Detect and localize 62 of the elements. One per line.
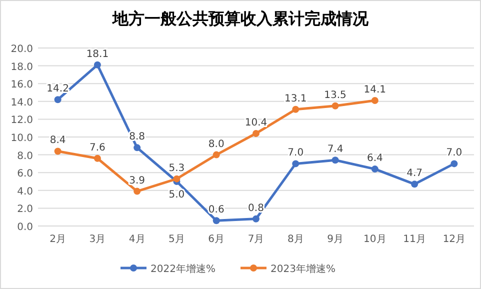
x-tick-label: 3月: [89, 234, 106, 245]
data-label: 18.1: [86, 48, 109, 60]
y-tick-label: 20.0: [10, 44, 33, 55]
y-tick-label: 14.0: [10, 97, 33, 108]
point: [94, 61, 101, 68]
data-label: 8.4: [50, 135, 66, 146]
data-label: 7.6: [90, 142, 106, 154]
y-tick-label: 12.0: [10, 115, 33, 126]
x-tick-label: 8月: [287, 234, 304, 245]
point: [134, 188, 141, 195]
chart-title: 地方一般公共预算收入累计完成情况: [112, 9, 370, 28]
data-label: 4.7: [406, 168, 422, 180]
point: [54, 96, 62, 104]
x-tick-label: 5月: [168, 234, 185, 245]
point: [212, 217, 220, 224]
point: [332, 156, 339, 164]
data-label: 7.0: [446, 148, 462, 159]
data-label: 5.3: [168, 162, 185, 174]
x-tick-label: 4月: [128, 234, 146, 245]
x-tick-label: 7月: [248, 234, 264, 245]
point: [54, 148, 62, 155]
point: [411, 180, 418, 188]
data-label: 7.0: [288, 148, 304, 159]
y-tick-label: 8.0: [17, 150, 33, 162]
data-label: 5.0: [168, 190, 185, 200]
point: [371, 97, 378, 104]
legend-label: 2022年增速%: [150, 263, 216, 275]
point: [134, 144, 141, 152]
x-tick-label: 9月: [327, 234, 344, 245]
data-label: 3.9: [129, 175, 146, 186]
point: [450, 160, 458, 168]
legend-label: 2023年增速%: [270, 263, 336, 275]
data-label: 7.4: [327, 144, 344, 156]
data-label: 0.6: [208, 204, 224, 216]
y-tick-label: 2.0: [17, 204, 33, 216]
y-tick-label: 4.0: [17, 186, 33, 198]
point: [173, 175, 180, 182]
data-label: 13.5: [324, 90, 346, 101]
point: [292, 106, 300, 113]
point: [252, 130, 260, 137]
x-tick-label: 6月: [208, 234, 225, 245]
point: [292, 160, 300, 168]
y-tick-label: 0.0: [17, 222, 33, 233]
x-tick-label: 12月: [442, 234, 466, 245]
y-tick-label: 6.0: [17, 168, 33, 180]
data-label: 13.1: [284, 93, 307, 104]
x-tick-label: 10月: [364, 234, 386, 245]
y-tick-label: 18.0: [10, 62, 33, 73]
data-label: 10.4: [244, 117, 268, 128]
point: [332, 102, 339, 110]
x-tick-label: 2月: [50, 234, 66, 245]
data-label: 8.0: [208, 138, 224, 150]
point: [212, 151, 220, 158]
y-tick-label: 10.0: [10, 133, 33, 144]
point: [252, 215, 260, 222]
y-tick-label: 16.0: [10, 80, 33, 91]
point: [94, 154, 101, 162]
data-label: 14.1: [364, 84, 386, 96]
point: [371, 166, 378, 173]
data-label: 6.4: [366, 153, 383, 164]
data-label: 14.2: [46, 84, 69, 95]
x-tick-label: 11月: [403, 234, 426, 245]
